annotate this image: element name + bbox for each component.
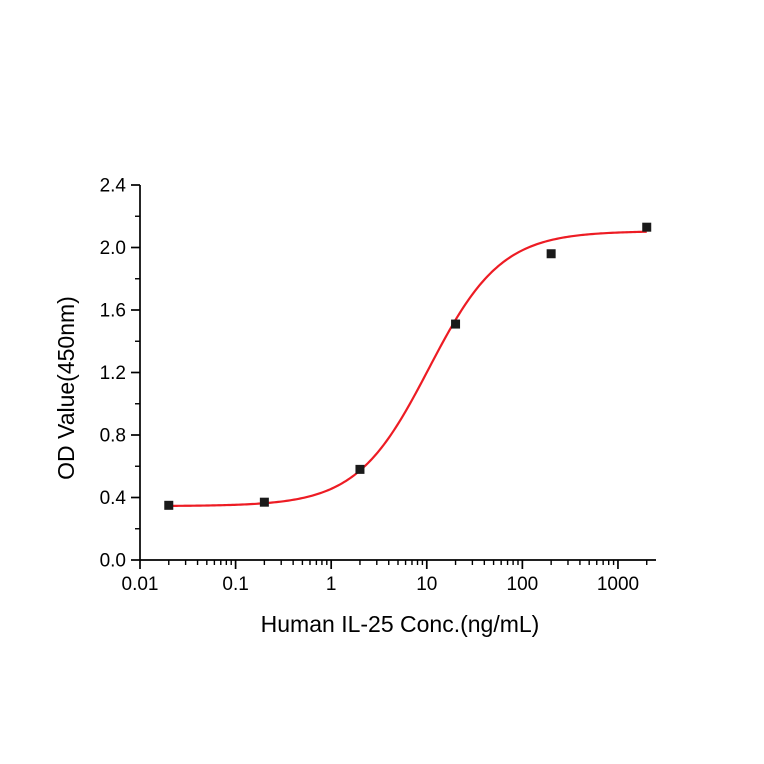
y-tick-label: 0.4 [100, 488, 127, 509]
data-point [355, 464, 365, 474]
x-tick-label: 10 [416, 574, 437, 595]
y-tick-label: 2.4 [100, 176, 127, 197]
x-axis-title: Human IL-25 Conc.(ng/mL) [261, 611, 540, 637]
fit-curve [168, 230, 647, 507]
data-point [259, 497, 269, 507]
y-axis-title: OD Value(450nm) [53, 296, 79, 480]
data-point [642, 222, 652, 232]
y-tick-label: 0.0 [100, 551, 126, 572]
data-point [546, 249, 556, 259]
x-tick-label: 0.01 [122, 574, 159, 595]
x-tick-label: 0.1 [222, 574, 248, 595]
x-tick-label: 1 [326, 574, 337, 595]
y-tick-label: 2.0 [100, 238, 126, 259]
y-tick-label: 1.6 [100, 301, 126, 322]
plot-area: 0.01 0.1 1 10 100 1000 0.0 0.4 0.8 1.2 1.6 2.0 2.4 [100, 176, 656, 595]
y-tick-label: 1.2 [100, 363, 126, 384]
x-tick-label: 100 [507, 574, 539, 595]
data-point [451, 319, 461, 329]
data-point [164, 500, 174, 510]
y-tick-label: 0.8 [100, 426, 126, 447]
x-tick-label: 1000 [597, 574, 639, 595]
